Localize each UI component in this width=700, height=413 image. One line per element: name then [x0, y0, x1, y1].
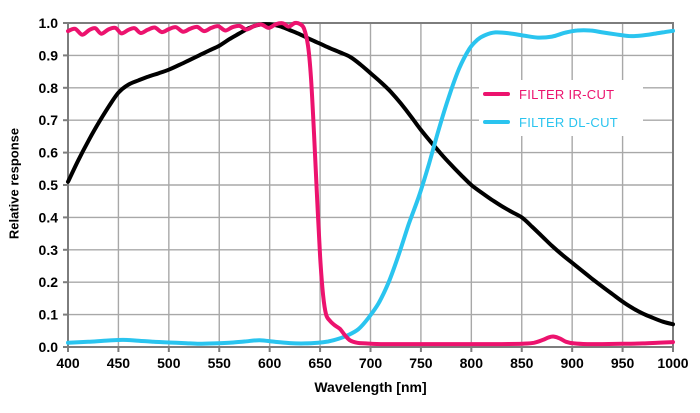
x-tick-label: 450	[107, 355, 131, 371]
y-tick-label: 0.9	[39, 47, 59, 63]
x-tick-label: 950	[611, 355, 635, 371]
y-tick-label: 0.2	[39, 274, 59, 290]
x-tick-label: 550	[208, 355, 232, 371]
x-tick-label: 700	[359, 355, 383, 371]
ir-cut-line-swatch-icon	[483, 92, 510, 96]
legend-item-dl-cut: FILTER DL-CUT	[483, 114, 639, 130]
series-curve-filter-dl-cut-cyan	[66, 28, 675, 346]
x-tick-label: 650	[308, 355, 332, 371]
y-tick-label: 0.1	[39, 307, 59, 323]
x-tick-label: 600	[258, 355, 282, 371]
legend-label-ir-cut: FILTER IR-CUT	[519, 86, 615, 102]
series-curve-sensor-response-black	[66, 22, 675, 327]
legend-label-dl-cut: FILTER DL-CUT	[519, 114, 618, 130]
y-axis-title: Relative response	[6, 127, 22, 240]
dl-cut-line-swatch-icon	[483, 120, 510, 124]
y-tick-label: 0.4	[39, 209, 59, 225]
x-tick-label: 900	[560, 355, 584, 371]
y-tick-label: 0.6	[39, 145, 59, 161]
y-tick-label: 0.5	[39, 177, 59, 193]
y-tick-label: 0.0	[39, 339, 59, 355]
x-tick-label: 800	[460, 355, 484, 371]
x-tick-label: 850	[510, 355, 534, 371]
plot-border	[67, 22, 674, 348]
legend-item-ir-cut: FILTER IR-CUT	[483, 86, 639, 102]
y-tick-label: 1.0	[39, 15, 59, 31]
y-tick-label: 0.7	[39, 112, 59, 128]
x-axis-title: Wavelength [nm]	[314, 379, 427, 395]
x-tick-label: 400	[56, 355, 80, 371]
series-curve-filter-ir-cut-pink	[66, 20, 675, 347]
y-tick-label: 0.8	[39, 80, 59, 96]
x-tick-label: 1000	[657, 355, 688, 371]
y-tick-label: 0.3	[39, 242, 59, 258]
legend: FILTER IR-CUT FILTER DL-CUT	[479, 80, 643, 136]
x-tick-label: 750	[409, 355, 433, 371]
x-tick-label: 500	[157, 355, 181, 371]
